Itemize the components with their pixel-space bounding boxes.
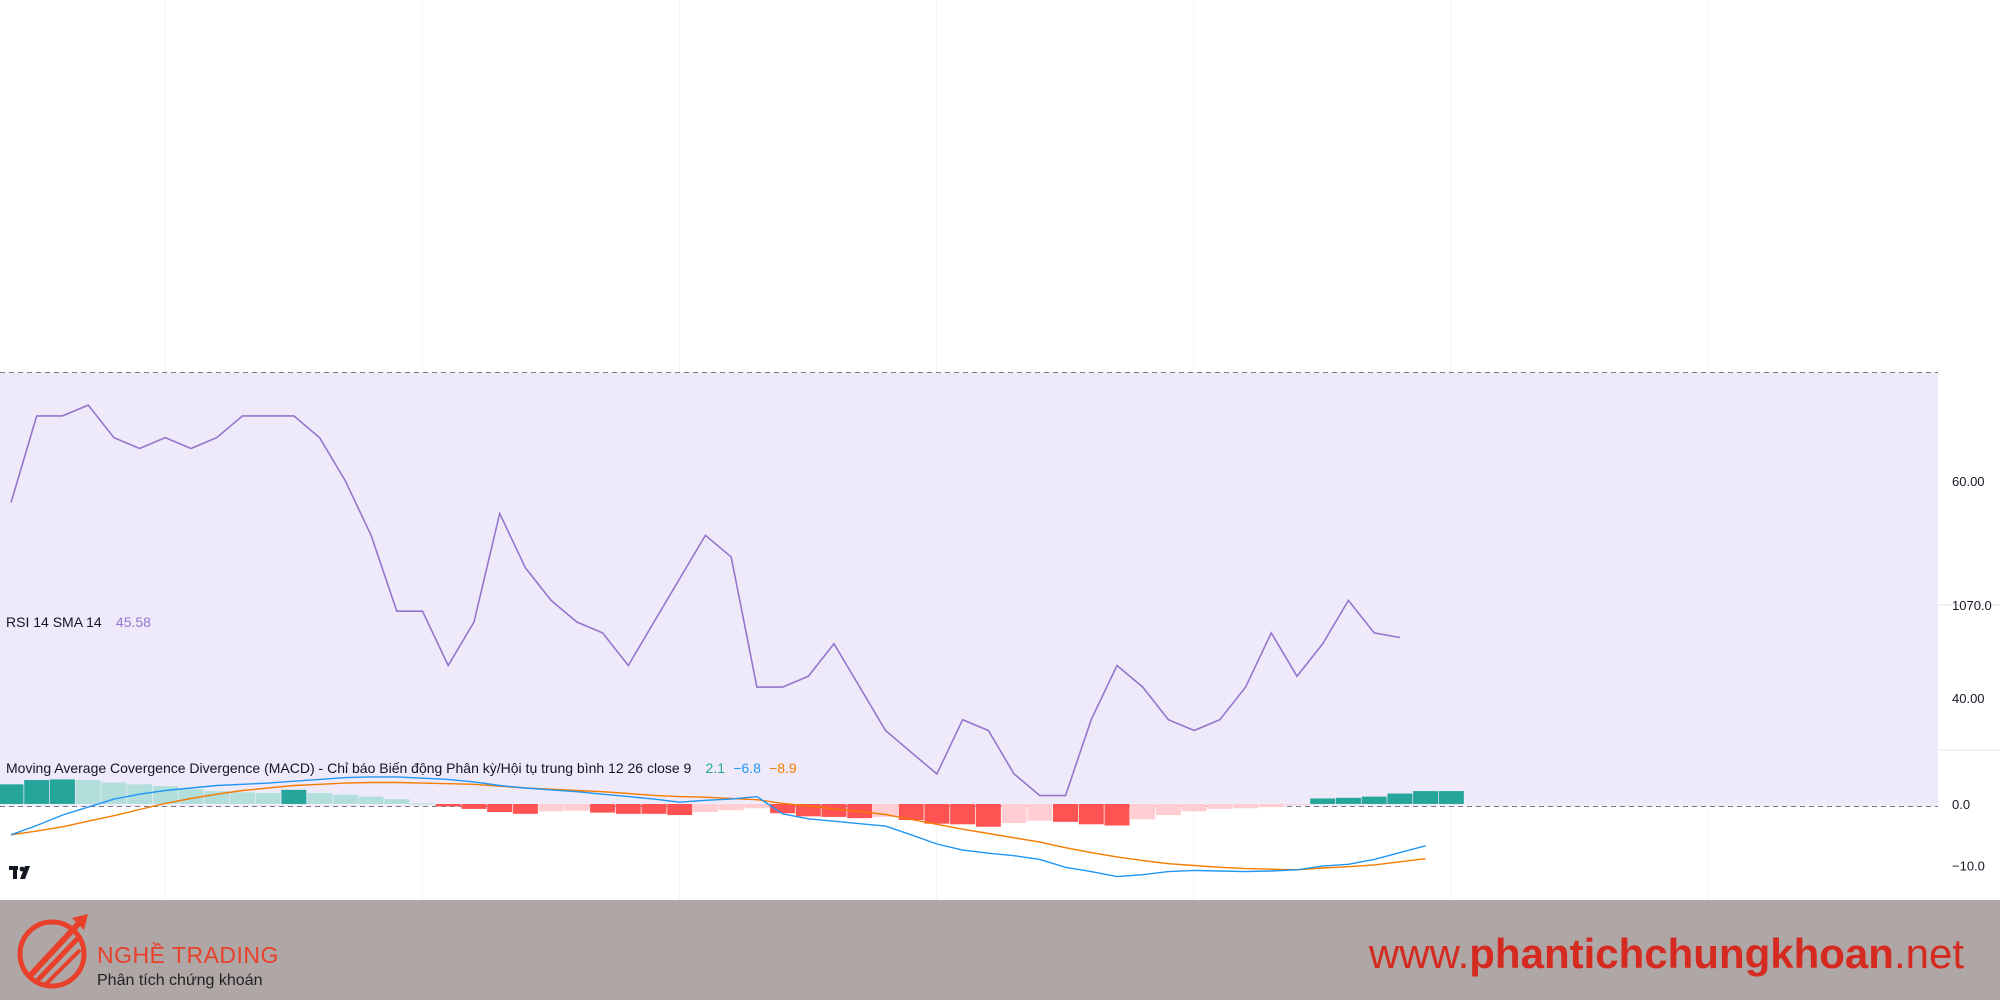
macd-histogram-bar [1078, 804, 1104, 825]
brand-tagline: Phân tích chứng khoán [97, 972, 263, 989]
macd-histogram-bar [1207, 804, 1233, 809]
macd-histogram-bar [1387, 793, 1413, 804]
macd-histogram-bar [332, 794, 358, 804]
macd-histogram-bar [950, 804, 976, 825]
macd-legend-signal-value: −8.9 [769, 760, 797, 776]
macd-histogram-bar [75, 780, 101, 804]
macd-tick-label: −10.0 [1952, 859, 1985, 874]
macd-histogram-bar [1104, 804, 1130, 826]
macd-histogram-bar [821, 804, 847, 817]
macd-histogram-bar [281, 789, 307, 804]
macd-histogram-bar [667, 804, 693, 816]
macd-histogram-bar [1001, 804, 1027, 824]
macd-histogram-bar [384, 799, 410, 804]
macd-histogram-bar [1361, 796, 1387, 804]
macd-histogram-bar [152, 786, 178, 804]
macd-histogram-bar [1155, 804, 1181, 816]
macd-histogram-bar [718, 804, 744, 811]
rsi-tick-label: 40.00 [1952, 691, 1985, 706]
macd-histogram-bar [1181, 804, 1207, 812]
macd-histogram-bar [1053, 804, 1079, 822]
macd-histogram-bar [924, 804, 950, 824]
macd-histogram-bar [1310, 798, 1336, 804]
macd-histogram-bar [1130, 804, 1156, 820]
brand-name: NGHỀ TRADING [97, 942, 279, 968]
site-suffix: .net [1893, 930, 1964, 977]
macd-panel[interactable]: 0.0 −10.0 [0, 776, 1985, 878]
macd-histogram-bar [410, 803, 436, 805]
site-domain: phantichchungkhoan [1469, 930, 1894, 977]
macd-histogram-bar [692, 804, 718, 812]
macd-legend-histogram-value: 2.1 [706, 760, 726, 776]
nghe-trading-logo-icon [14, 912, 94, 992]
macd-histogram-bar [358, 796, 384, 804]
macd-line [10, 776, 1426, 878]
macd-histogram-bar [898, 804, 924, 820]
macd-histogram-bar [590, 804, 616, 813]
macd-histogram-bar [229, 792, 255, 804]
tradingview-logo-icon[interactable] [8, 862, 36, 884]
macd-histogram-bar [770, 804, 796, 814]
site-prefix: www. [1368, 930, 1470, 977]
rsi-tick-label: 60.00 [1952, 474, 1985, 489]
rsi-legend-value: 45.58 [116, 614, 151, 630]
macd-histogram-bar [307, 792, 333, 804]
rsi-legend-name: RSI 14 SMA 14 [6, 614, 102, 630]
macd-histogram-bar [744, 804, 770, 809]
footer-banner: NGHỀ TRADING Phân tích chứng khoán www.p… [0, 900, 2000, 1000]
macd-histogram-bar [641, 804, 667, 814]
price-tick-label: 1070.0 [1952, 598, 1992, 613]
macd-histogram-bar [0, 784, 24, 804]
macd-histogram-bar [101, 782, 127, 804]
macd-histogram-bar [512, 804, 538, 814]
macd-histogram-bar [1413, 791, 1439, 804]
macd-histogram-bar [1233, 804, 1259, 809]
rsi-band [0, 372, 1938, 807]
macd-histogram-bar [1027, 804, 1053, 821]
macd-histogram-bar [1438, 791, 1464, 804]
macd-tick-label: 0.0 [1952, 797, 1970, 812]
website-link[interactable]: www.phantichchungkhoan.net [1369, 930, 1964, 978]
macd-histogram-bar [1258, 804, 1284, 808]
rsi-line [10, 404, 1401, 797]
macd-histogram-bar [538, 804, 564, 812]
macd-histogram-bar [204, 791, 230, 804]
price-axis[interactable]: 1070.01080.01090.01100.01110.01120.01130… [0, 0, 1994, 613]
macd-histogram-bar [24, 780, 50, 804]
macd-histogram-bar [1284, 804, 1310, 805]
macd-histogram-bar [255, 792, 281, 804]
macd-histogram-bar [487, 804, 513, 812]
macd-histogram-bar [975, 804, 1001, 827]
macd-legend-name: Moving Average Covergence Divergence (MA… [6, 760, 692, 776]
macd-histogram-bar [49, 779, 75, 804]
macd-histogram-bar [461, 804, 487, 809]
macd-histogram-bar [1335, 797, 1361, 804]
macd-histogram-bar [615, 804, 641, 814]
macd-legend-macd-value: −6.8 [733, 760, 761, 776]
macd-histogram-bar [564, 804, 590, 811]
macd-histogram-bar [435, 804, 461, 807]
macd-signal-line [10, 781, 1426, 871]
